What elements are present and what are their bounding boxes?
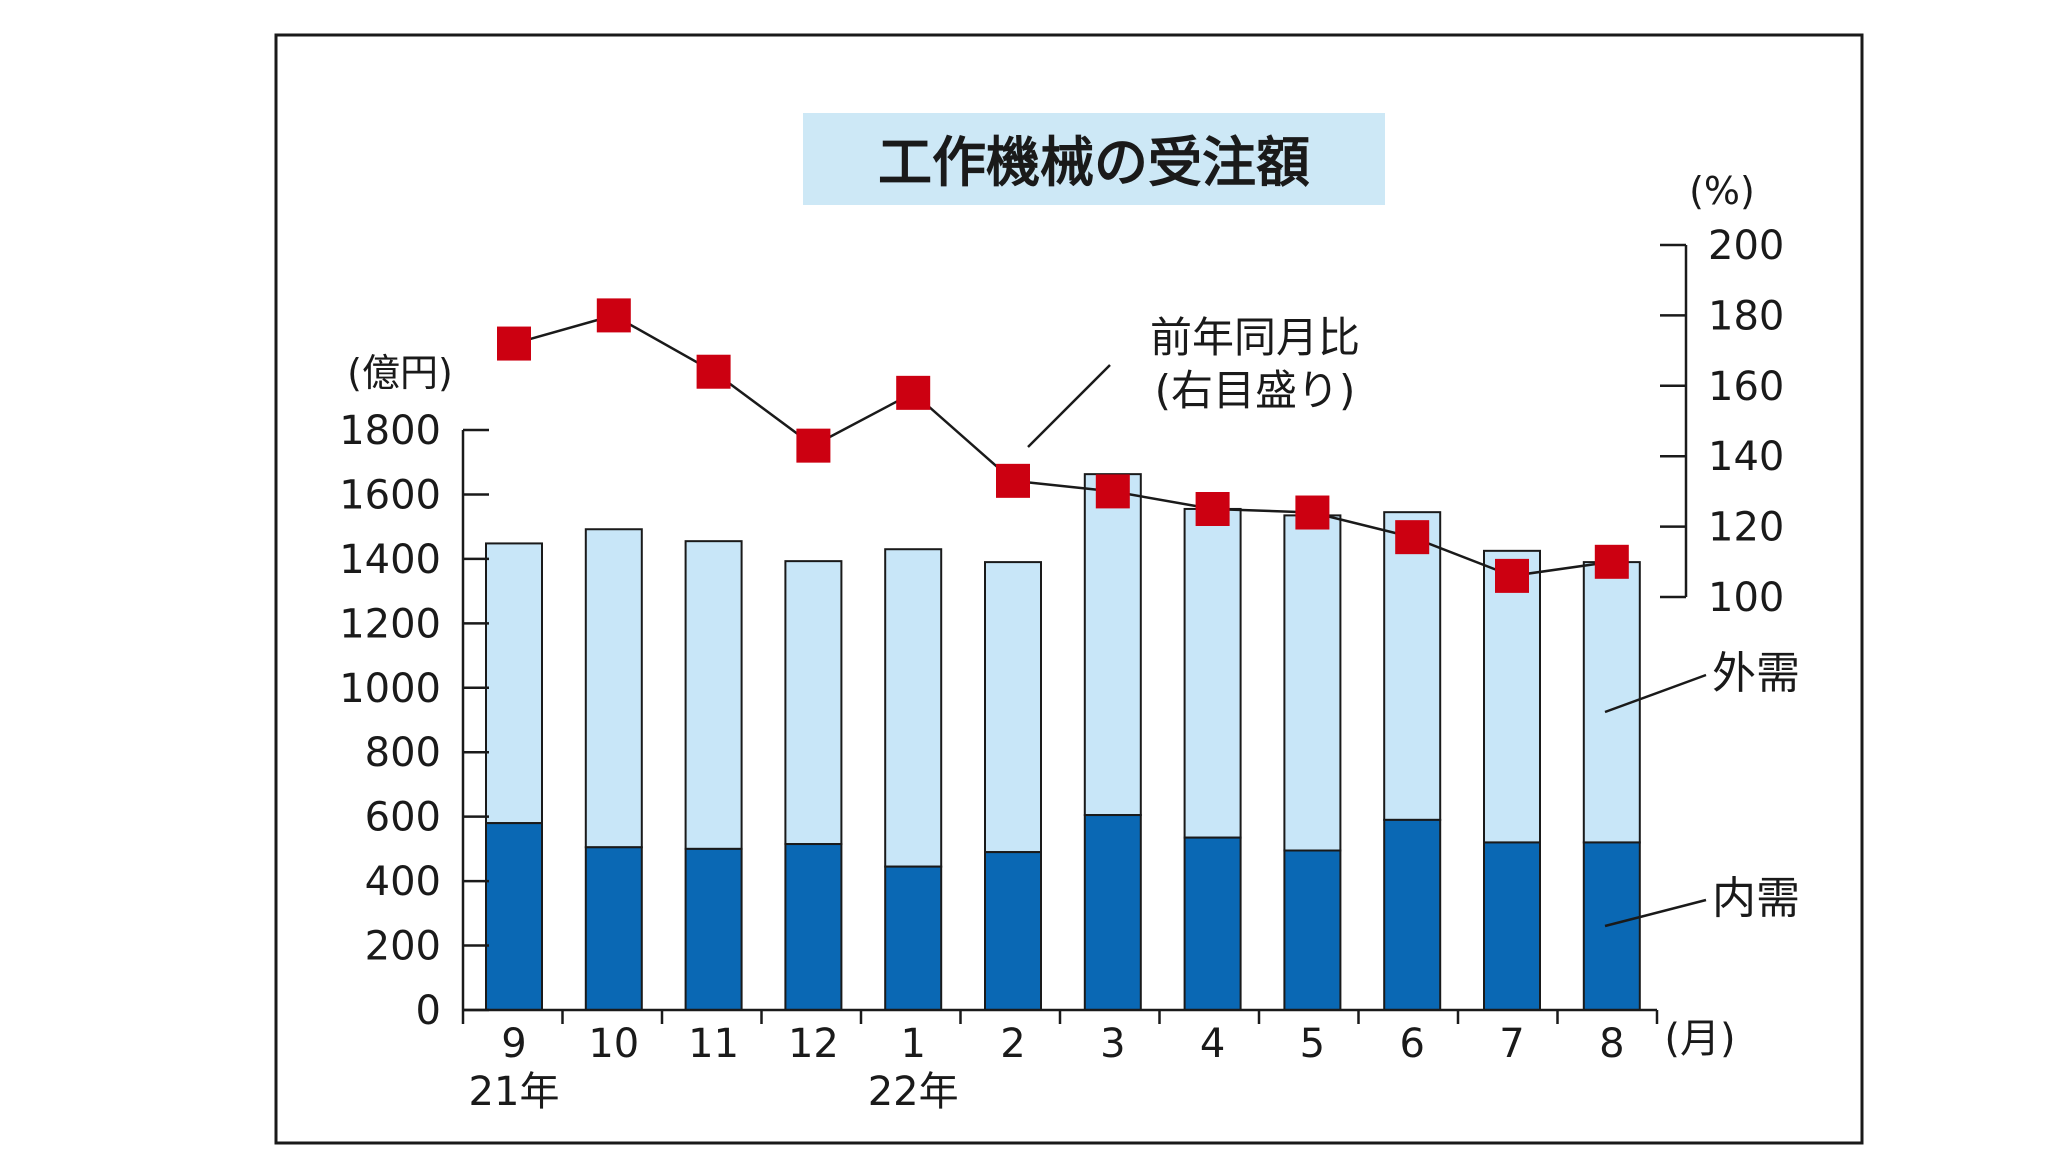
y-right-tick-label: 180	[1708, 293, 1784, 339]
bar-export	[784, 560, 843, 846]
export-callout-label: 外需	[1712, 648, 1800, 699]
y-left-tick-label: 800	[365, 730, 441, 776]
y-right-tick-label: 120	[1708, 505, 1784, 551]
bar-domestic	[1383, 818, 1442, 1012]
ratio-marker	[896, 375, 931, 410]
x-unit: (月)	[1664, 1016, 1735, 1062]
bar-export	[584, 528, 643, 849]
bar-domestic	[584, 846, 643, 1011]
x-tick-label: 11	[688, 1021, 739, 1067]
bar-export	[1383, 511, 1442, 821]
y-left-tick-label: 1200	[339, 601, 441, 647]
ratio-marker	[1594, 544, 1629, 579]
line-label-title: 前年同月比	[1150, 313, 1360, 362]
y-right-unit: (%)	[1689, 169, 1755, 213]
bar-export	[1183, 507, 1242, 839]
bar-domestic	[1283, 849, 1342, 1011]
domestic-callout-label: 内需	[1712, 873, 1800, 924]
y-right-tick-label: 100	[1708, 575, 1784, 621]
bar-domestic	[1483, 841, 1541, 1012]
y-left-tick-label: 1800	[339, 408, 441, 454]
axes-layer: 0 200 400 600 800 1000 1200 1400 1600 1800 100 120 1…	[339, 223, 1784, 1034]
title-background	[803, 113, 1385, 205]
export-callout-leader	[1604, 673, 1707, 714]
ratio-marker	[1395, 520, 1430, 555]
bar-export	[884, 548, 943, 868]
line-label-axis-note: (右目盛り)	[1155, 366, 1356, 415]
y-left-tick-label: 600	[365, 795, 441, 841]
y-right-tick-label: 140	[1708, 434, 1784, 480]
x-year-label: 22年	[868, 1069, 959, 1115]
y-left-tick-label: 400	[365, 859, 441, 905]
ratio-marker	[1495, 558, 1529, 593]
x-tick-label: 7	[1499, 1021, 1524, 1067]
bar-export	[684, 540, 743, 850]
bar-export	[1283, 514, 1342, 852]
bar-domestic	[485, 822, 543, 1011]
bar-export	[1083, 473, 1142, 817]
ratio-line-layer	[497, 298, 1629, 593]
x-tick-label: 2	[1000, 1021, 1025, 1067]
bar-domestic	[1582, 841, 1641, 1012]
ratio-marker	[696, 354, 731, 389]
ratio-marker	[996, 463, 1030, 498]
bar-domestic	[984, 851, 1042, 1011]
y-left-unit: (億円)	[347, 351, 453, 395]
y-left-tick-label: 200	[365, 924, 441, 970]
x-tick-label: 4	[1200, 1021, 1225, 1067]
x-tick-label: 12	[788, 1021, 839, 1067]
line-label-leader	[1027, 364, 1111, 448]
chart-title: 工作機械の受注額	[878, 131, 1310, 194]
bar-export	[1483, 549, 1541, 844]
y-left-tick-label: 1000	[339, 666, 441, 712]
y-left-tick-label: 1600	[339, 472, 441, 518]
y-right-tick-label: 160	[1708, 364, 1784, 410]
ratio-marker	[497, 326, 531, 361]
bar-domestic	[684, 847, 743, 1012]
bar-export	[984, 561, 1042, 854]
x-tick-label: 8	[1599, 1021, 1624, 1067]
bar-domestic	[784, 843, 843, 1011]
ratio-marker	[1295, 495, 1330, 530]
bar-export	[485, 542, 543, 825]
ratio-marker	[596, 298, 631, 333]
ratio-marker	[1095, 474, 1130, 509]
ratio-marker	[796, 428, 831, 463]
x-tick-label: 6	[1399, 1021, 1424, 1067]
domestic-callout-leader	[1604, 898, 1707, 928]
bar-domestic	[1183, 836, 1242, 1011]
bar-domestic	[884, 865, 943, 1011]
y-left-tick-label: 1400	[339, 537, 441, 583]
x-tick-label: 10	[588, 1021, 639, 1067]
x-year-label: 21年	[469, 1069, 560, 1115]
x-tick-label: 1	[900, 1021, 925, 1067]
x-tick-label: 5	[1300, 1021, 1325, 1067]
x-tick-label: 3	[1100, 1021, 1125, 1067]
y-left-tick-label: 0	[416, 988, 441, 1034]
y-right-tick-label: 200	[1708, 223, 1784, 269]
bars-layer	[485, 473, 1641, 1012]
x-tick-label: 9	[501, 1021, 526, 1067]
bar-domestic	[1083, 814, 1142, 1011]
ratio-marker	[1195, 492, 1230, 526]
